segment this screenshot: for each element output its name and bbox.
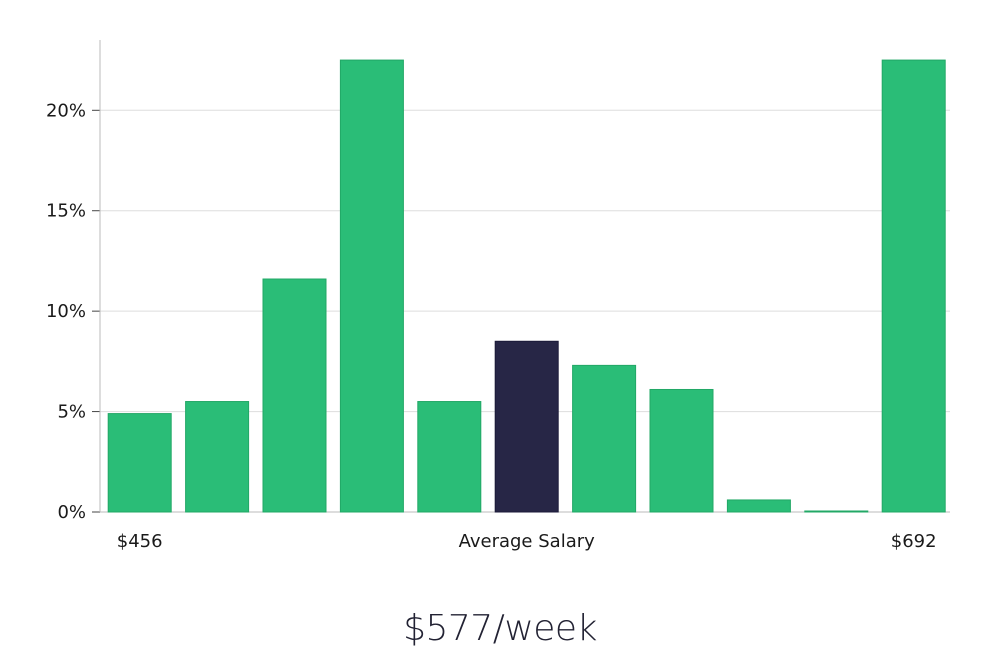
y-tick-label: 0%: [57, 502, 86, 523]
x-axis-labels: $456 Average Salary $692: [117, 531, 937, 552]
bar-average-highlight: [494, 340, 559, 513]
x-label-min: $456: [117, 531, 163, 552]
average-salary-value: $577/week: [403, 608, 597, 649]
y-tick-label: 15%: [46, 201, 86, 222]
bar: [804, 510, 869, 513]
bar: [649, 388, 714, 513]
y-tick-label: 10%: [46, 301, 86, 322]
bar: [107, 413, 172, 513]
bar: [339, 59, 404, 513]
bar: [881, 59, 946, 513]
x-label-average: Average Salary: [459, 531, 596, 552]
y-tick-label: 5%: [57, 402, 86, 423]
bar: [185, 401, 250, 513]
bar: [726, 499, 791, 513]
bar: [417, 401, 482, 513]
y-tick-labels: 0% 5% 10% 15% 20%: [46, 100, 86, 523]
bar: [262, 278, 327, 513]
salary-histogram: 0% 5% 10% 15% 20% $456 Average Salary $692: [46, 40, 950, 552]
x-label-max: $692: [891, 531, 937, 552]
bars: [107, 59, 946, 513]
y-tick-label: 20%: [46, 100, 86, 121]
bar: [572, 364, 637, 513]
